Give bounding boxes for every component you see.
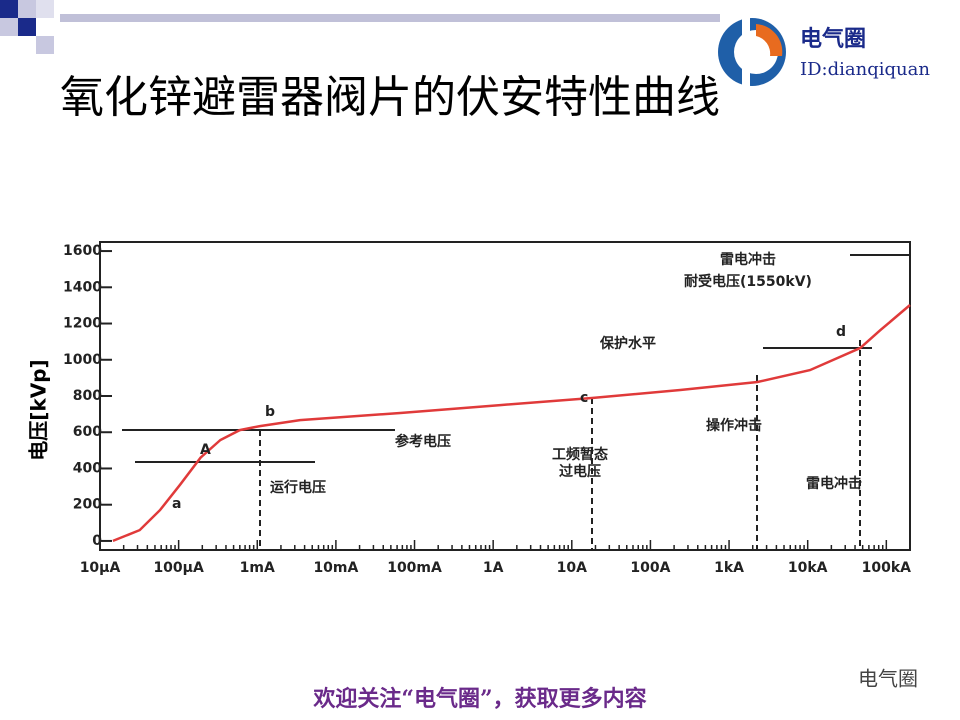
annotation: 耐受电压(1550kV) [684,273,812,290]
annotation: d [836,324,846,340]
x-tick-label: 10μA [80,560,121,576]
annotation: a [172,496,181,512]
y-tick-label: 1200 [63,316,102,332]
x-tick-label: 1A [483,560,504,576]
x-tick-label: 10kA [788,560,828,576]
x-tick-label: 10A [557,560,587,576]
annotation: 雷电冲击 [720,251,776,268]
annotation: 保护水平 [599,335,656,352]
annotation: A [200,442,211,458]
slide-title: 氧化锌避雷器阀片的伏安特性曲线 [60,72,720,123]
annotation: b [265,404,275,420]
x-tick-label: 100mA [387,560,442,576]
curve [112,304,911,543]
y-tick-label: 400 [73,460,102,476]
y-tick-label: 1400 [63,279,102,295]
annotation: 操作冲击 [706,417,762,434]
annotation: 运行电压 [270,479,326,496]
reference-lines [122,254,910,550]
corner-decoration [0,0,720,54]
y-axis-label: 电压[kVp] [27,359,51,460]
annotation: 工频暂态 [552,446,608,463]
x-tick-label: 100A [630,560,670,576]
x-tick-label: 1kA [714,560,744,576]
y-tick-label: 800 [73,388,102,404]
annotation: 过电压 [559,463,601,480]
annotation: 雷电冲击 [806,475,862,492]
x-tick-label: 100μA [153,560,204,576]
logo-id: ID:dianqiquan [800,59,930,80]
annotation: 参考电压 [395,433,451,450]
annotation: c [580,390,588,406]
footer: 欢迎关注“电气圈”，获取更多内容 [312,686,646,712]
y-tick-label: 0 [92,533,102,549]
y-tick-label: 200 [73,497,102,513]
x-tick-label: 1mA [240,560,275,576]
x-tick-label: 100kA [862,560,912,576]
x-tick-label: 10mA [313,560,358,576]
logo [718,18,786,88]
y-tick-label: 1600 [63,243,102,259]
logo-name: 电气圈 [800,26,866,52]
watermark: 电气圈 [858,667,918,691]
y-tick-label: 1000 [63,352,102,368]
y-tick-label: 600 [73,424,102,440]
